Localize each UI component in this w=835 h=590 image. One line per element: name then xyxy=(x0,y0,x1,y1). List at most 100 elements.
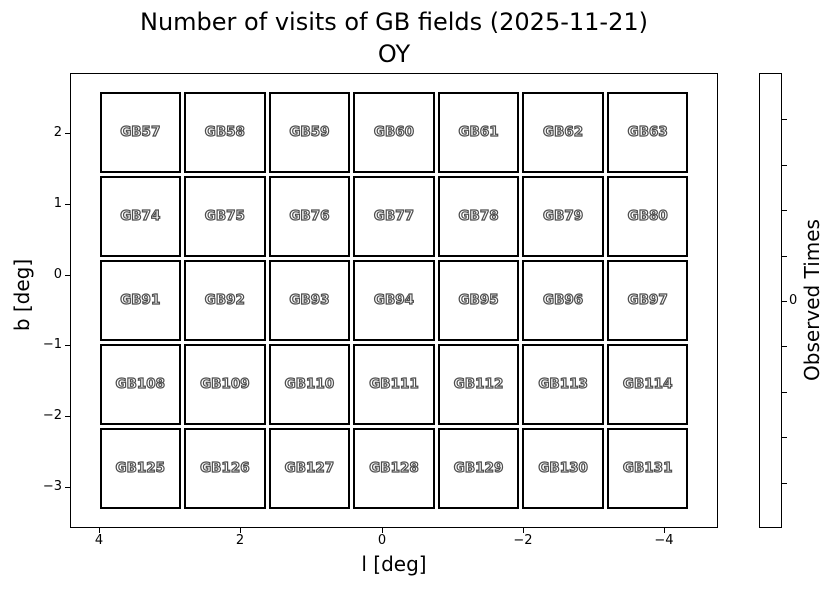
colorbar-label: Observed Times xyxy=(800,219,824,381)
field-label: GB96 xyxy=(542,291,584,308)
colorbar-tick-mark xyxy=(782,392,787,394)
y-tick-label: −2 xyxy=(42,408,62,423)
x-tick-mark xyxy=(523,528,525,533)
field-label: GB57 xyxy=(120,123,161,140)
field-label: GB130 xyxy=(538,459,589,476)
x-tick-mark xyxy=(664,528,666,533)
field-label: GB91 xyxy=(120,291,161,308)
field-label: GB112 xyxy=(453,375,504,392)
field-label: GB59 xyxy=(289,123,330,140)
field-cell-gb109: GB109 xyxy=(184,343,266,425)
x-axis-label: l [deg] xyxy=(361,552,427,576)
colorbar-tick-mark xyxy=(782,256,787,258)
field-cell-gb75: GB75 xyxy=(184,175,266,257)
field-cell-gb91: GB91 xyxy=(99,259,182,341)
field-cell-gb108: GB108 xyxy=(99,343,182,425)
field-cell-gb128: GB128 xyxy=(353,427,435,509)
field-cell-gb59: GB59 xyxy=(268,91,351,173)
field-label: GB75 xyxy=(204,207,245,224)
colorbar-tick-mark xyxy=(782,165,787,167)
field-cell-gb76: GB76 xyxy=(268,175,351,257)
field-label: GB111 xyxy=(369,375,420,392)
x-tick-label: −2 xyxy=(513,533,533,548)
field-cell-gb111: GB111 xyxy=(353,343,435,425)
field-cell-gb79: GB79 xyxy=(522,175,604,257)
x-tick-label: −4 xyxy=(654,533,674,548)
field-label: GB114 xyxy=(622,375,673,392)
field-cell-gb114: GB114 xyxy=(606,343,689,425)
colorbar-tick-mark xyxy=(782,210,787,212)
field-cell-gb58: GB58 xyxy=(184,91,266,173)
field-cell-gb125: GB125 xyxy=(99,427,182,509)
y-tick-mark xyxy=(65,416,70,418)
field-label: GB62 xyxy=(542,123,584,140)
y-tick-label: 1 xyxy=(53,196,62,211)
field-cell-gb57: GB57 xyxy=(99,91,182,173)
colorbar-tick-mark xyxy=(782,346,787,348)
field-label: GB128 xyxy=(369,459,420,476)
field-cell-gb74: GB74 xyxy=(99,175,182,257)
field-label: GB61 xyxy=(458,123,499,140)
y-tick-label: −3 xyxy=(42,479,62,494)
field-label: GB125 xyxy=(115,459,166,476)
field-label: GB94 xyxy=(373,291,415,308)
field-cell-gb127: GB127 xyxy=(268,427,351,509)
field-label: GB95 xyxy=(458,291,499,308)
y-axis-label: b [deg] xyxy=(10,258,34,332)
field-label: GB129 xyxy=(453,459,504,476)
field-cell-gb92: GB92 xyxy=(184,259,266,341)
field-label: GB58 xyxy=(204,123,245,140)
y-tick-mark xyxy=(65,345,70,347)
field-cell-gb131: GB131 xyxy=(606,427,689,509)
y-tick-label: 2 xyxy=(53,125,62,140)
field-label: GB126 xyxy=(199,459,250,476)
y-tick-mark xyxy=(65,133,70,135)
colorbar xyxy=(759,73,782,528)
field-cell-gb95: GB95 xyxy=(437,259,520,341)
y-tick-label: 0 xyxy=(53,267,62,282)
field-cell-gb78: GB78 xyxy=(437,175,520,257)
colorbar-tick-mark xyxy=(782,437,787,439)
field-label: GB80 xyxy=(627,207,668,224)
y-tick-mark xyxy=(65,487,70,489)
colorbar-tick-mark xyxy=(782,301,787,303)
field-cell-gb126: GB126 xyxy=(184,427,266,509)
field-label: GB113 xyxy=(538,375,589,392)
x-tick-label: 2 xyxy=(235,533,245,548)
field-label: GB63 xyxy=(627,123,668,140)
field-cell-gb93: GB93 xyxy=(268,259,351,341)
x-tick-mark xyxy=(382,528,384,533)
field-cell-gb112: GB112 xyxy=(437,343,520,425)
field-label: GB110 xyxy=(284,375,335,392)
field-label: GB77 xyxy=(373,207,415,224)
field-cell-gb129: GB129 xyxy=(437,427,520,509)
field-cell-gb60: GB60 xyxy=(353,91,435,173)
field-cell-gb77: GB77 xyxy=(353,175,435,257)
field-cell-gb94: GB94 xyxy=(353,259,435,341)
colorbar-tick-mark xyxy=(782,119,787,121)
field-label: GB74 xyxy=(120,207,161,224)
field-cell-gb130: GB130 xyxy=(522,427,604,509)
field-label: GB76 xyxy=(289,207,330,224)
colorbar-tick-mark xyxy=(782,483,787,485)
field-label: GB93 xyxy=(289,291,330,308)
x-tick-mark xyxy=(240,528,242,533)
colorbar-tick-label: 0 xyxy=(789,293,798,308)
x-tick-label: 0 xyxy=(377,533,387,548)
field-label: GB127 xyxy=(284,459,335,476)
y-tick-mark xyxy=(65,204,70,206)
x-tick-mark xyxy=(99,528,101,533)
field-label: GB131 xyxy=(622,459,673,476)
field-label: GB60 xyxy=(373,123,415,140)
field-cell-gb110: GB110 xyxy=(268,343,351,425)
y-tick-label: −1 xyxy=(42,337,62,352)
field-cell-gb80: GB80 xyxy=(606,175,689,257)
field-label: GB109 xyxy=(199,375,250,392)
field-label: GB92 xyxy=(204,291,245,308)
field-grid: GB57 GB58 GB59 GB60 GB61 GB62 GB63 GB74 … xyxy=(98,90,690,510)
field-cell-gb63: GB63 xyxy=(606,91,689,173)
field-label: GB78 xyxy=(458,207,499,224)
x-tick-label: 4 xyxy=(94,533,104,548)
y-tick-mark xyxy=(65,275,70,277)
